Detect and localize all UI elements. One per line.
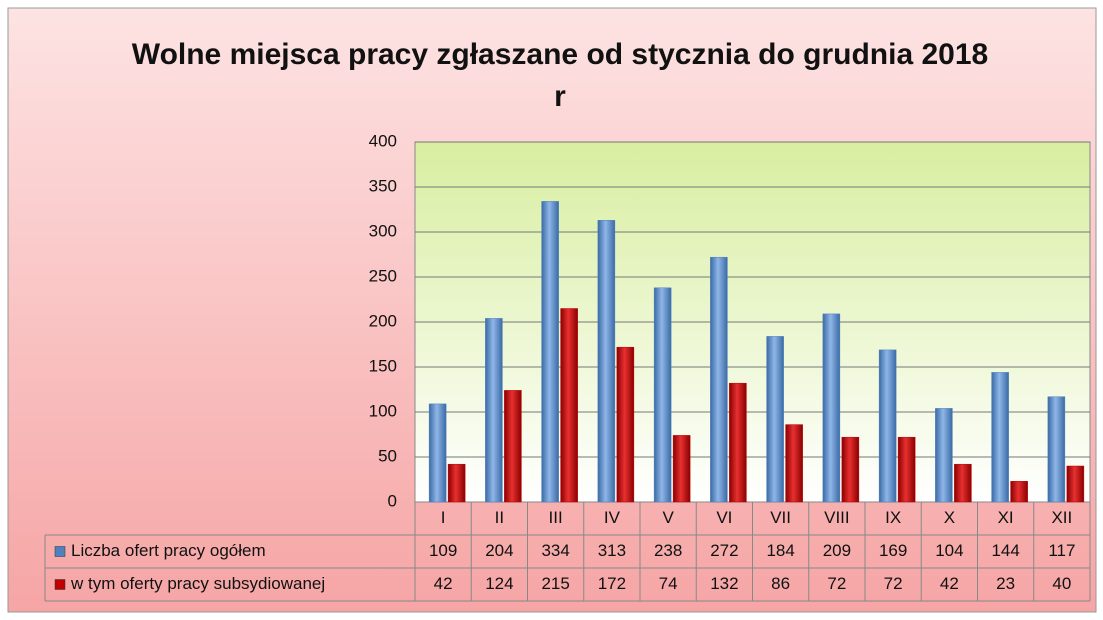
bar	[822, 313, 841, 503]
y-tick-label: 50	[378, 446, 397, 465]
bar	[428, 403, 447, 503]
x-tick-label: III	[549, 508, 563, 527]
table-value: 74	[659, 574, 678, 593]
y-tick-label: 250	[369, 266, 397, 285]
table-value: 209	[823, 541, 851, 560]
bar	[672, 435, 691, 503]
y-tick-label: 0	[388, 491, 397, 510]
x-tick-label: XII	[1051, 508, 1072, 527]
table-value: 172	[598, 574, 626, 593]
table-value: 23	[996, 574, 1015, 593]
table-value: 169	[879, 541, 907, 560]
x-tick-label: I	[441, 508, 446, 527]
x-tick-label: VII	[770, 508, 791, 527]
bar	[597, 220, 616, 503]
x-tick-label: II	[495, 508, 504, 527]
x-tick-label: VIII	[824, 508, 850, 527]
bar	[1010, 481, 1028, 503]
legend-label: Liczba ofert pracy ogółem	[71, 541, 266, 560]
y-tick-label: 400	[369, 131, 397, 150]
table-value: 124	[485, 574, 513, 593]
table-value: 272	[710, 541, 738, 560]
y-tick-label: 350	[369, 176, 397, 195]
bar	[653, 287, 672, 503]
bar	[897, 436, 916, 503]
legend-key	[54, 579, 66, 590]
bar	[785, 424, 803, 503]
table-value: 72	[884, 574, 903, 593]
table-value: 40	[1052, 574, 1071, 593]
table-value: 109	[429, 541, 457, 560]
table-value: 132	[710, 574, 738, 593]
legend-label: w tym oferty pracy subsydiowanej	[70, 574, 325, 593]
bar	[504, 390, 522, 503]
x-tick-label: X	[944, 508, 955, 527]
bar	[729, 382, 747, 503]
table-value: 104	[935, 541, 963, 560]
bar	[935, 408, 953, 503]
legend-key	[54, 546, 66, 557]
table-value: 117	[1048, 541, 1075, 560]
table-value: 238	[654, 541, 682, 560]
bar	[560, 308, 578, 503]
bar	[1066, 465, 1085, 503]
x-tick-label: XI	[998, 508, 1014, 527]
table-value: 86	[771, 574, 790, 593]
bar	[878, 349, 897, 503]
table-value: 42	[434, 574, 453, 593]
table-value: 204	[485, 541, 513, 560]
bar	[954, 463, 972, 503]
bar	[766, 336, 784, 503]
y-tick-label: 150	[369, 356, 397, 375]
table-value: 144	[991, 541, 1019, 560]
x-tick-label: IV	[604, 508, 621, 527]
table-value: 313	[598, 541, 626, 560]
y-tick-label: 200	[369, 311, 397, 330]
y-tick-label: 100	[369, 401, 397, 420]
table-value: 72	[827, 574, 846, 593]
bar	[710, 256, 728, 503]
bar	[485, 318, 503, 503]
chart-title: Wolne miejsca pracy zgłaszane od styczni…	[131, 38, 989, 113]
bar	[1047, 396, 1066, 503]
bar	[991, 372, 1009, 503]
bar	[841, 436, 860, 503]
table-value: 334	[541, 541, 569, 560]
x-tick-label: VI	[716, 508, 732, 527]
x-tick-label: IX	[885, 508, 901, 527]
y-tick-label: 300	[369, 221, 397, 240]
x-tick-label: V	[662, 508, 674, 527]
table-value: 184	[766, 541, 794, 560]
table-value: 42	[940, 574, 959, 593]
bar	[447, 463, 466, 503]
table-value: 215	[541, 574, 569, 593]
bar	[541, 201, 559, 503]
bar	[616, 346, 635, 503]
